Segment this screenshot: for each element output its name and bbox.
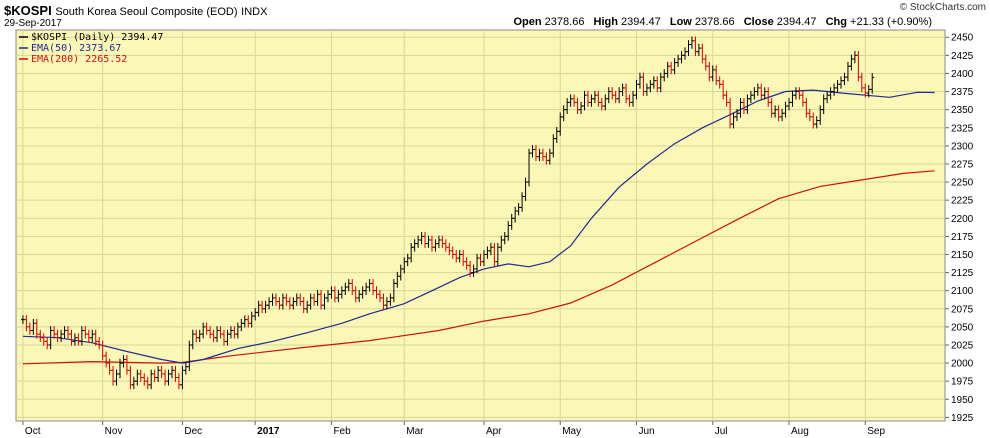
close-value: 2394.47 — [776, 16, 817, 28]
x-tick-label: Sep — [867, 426, 885, 437]
x-tick-label: May — [562, 426, 581, 437]
y-tick-label: 2175 — [951, 232, 974, 243]
x-tick-label: Jul — [715, 426, 728, 437]
low-value: 2378.66 — [694, 16, 735, 28]
y-tick-label: 2425 — [951, 51, 974, 62]
high-label: High — [593, 16, 618, 28]
y-tick-label: 2350 — [951, 105, 974, 116]
high-value: 2394.47 — [621, 16, 661, 28]
x-tick-label: Aug — [791, 426, 809, 437]
y-tick-label: 2225 — [951, 196, 974, 207]
open-value: 2378.66 — [544, 16, 585, 28]
legend-price: $KOSPI (Daily) 2394.47 — [31, 32, 163, 43]
y-tick-label: 2200 — [951, 214, 974, 225]
exchange-label: INDX — [241, 6, 268, 18]
y-tick-label: 2125 — [951, 268, 974, 279]
x-tick-label: Nov — [105, 426, 123, 437]
y-tick-label: 1925 — [951, 413, 974, 424]
chg-label: Chg — [825, 16, 847, 28]
x-tick-label: 2017 — [257, 426, 280, 437]
quote-summary: Open 2378.66 High 2394.47 Low 2378.66 Cl… — [513, 16, 938, 28]
x-tick-label: Oct — [25, 426, 41, 437]
legend-ema50: EMA(50) 2373.67 — [31, 43, 121, 54]
x-tick-label: Jun — [638, 426, 654, 437]
x-tick-label: Feb — [333, 426, 351, 437]
y-tick-label: 2150 — [951, 250, 974, 261]
y-tick-label: 2300 — [951, 141, 974, 152]
x-tick-label: Dec — [184, 426, 202, 437]
low-label: Low — [669, 16, 692, 28]
chart-date: 29-Sep-2017 — [4, 18, 62, 29]
y-tick-label: 2250 — [951, 178, 974, 189]
security-name: South Korea Seoul Composite (EOD) — [55, 6, 238, 18]
y-tick-label: 2100 — [951, 286, 974, 297]
y-tick-label: 2050 — [951, 322, 974, 333]
y-tick-label: 2075 — [951, 304, 974, 315]
x-tick-label: Apr — [486, 426, 502, 437]
y-tick-label: 2000 — [951, 359, 974, 370]
y-tick-label: 2325 — [951, 123, 974, 134]
plot-area — [15, 29, 946, 422]
y-tick-label: 2450 — [951, 33, 974, 44]
chg-value: +21.33 (+0.90%) — [850, 16, 932, 28]
y-tick-label: 1975 — [951, 377, 974, 388]
y-tick-label: 2400 — [951, 69, 974, 80]
chart-symbol: $KOSPI South Korea Seoul Composite (EOD)… — [4, 3, 268, 18]
x-tick-label: Mar — [406, 426, 424, 437]
y-tick-label: 2275 — [951, 159, 974, 170]
stockcharts-watermark: © StockCharts.com — [899, 2, 986, 13]
y-tick-label: 2025 — [951, 340, 974, 351]
close-label: Close — [743, 16, 774, 28]
open-label: Open — [513, 16, 542, 28]
y-tick-label: 1950 — [951, 395, 974, 406]
legend-ema200: EMA(200) 2265.52 — [31, 54, 127, 65]
y-tick-label: 2375 — [951, 87, 974, 98]
